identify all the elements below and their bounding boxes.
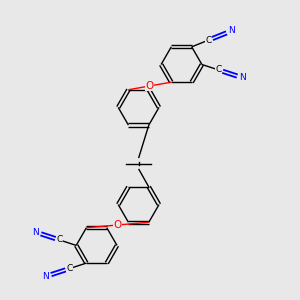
Text: N: N [229, 26, 235, 35]
Text: O: O [113, 220, 122, 230]
Text: C: C [67, 264, 73, 273]
Text: C: C [57, 236, 63, 244]
Text: C: C [215, 65, 221, 74]
Text: N: N [239, 73, 246, 82]
Text: C: C [205, 36, 211, 45]
Text: N: N [42, 272, 49, 281]
Text: O: O [146, 81, 154, 91]
Text: N: N [32, 228, 39, 237]
